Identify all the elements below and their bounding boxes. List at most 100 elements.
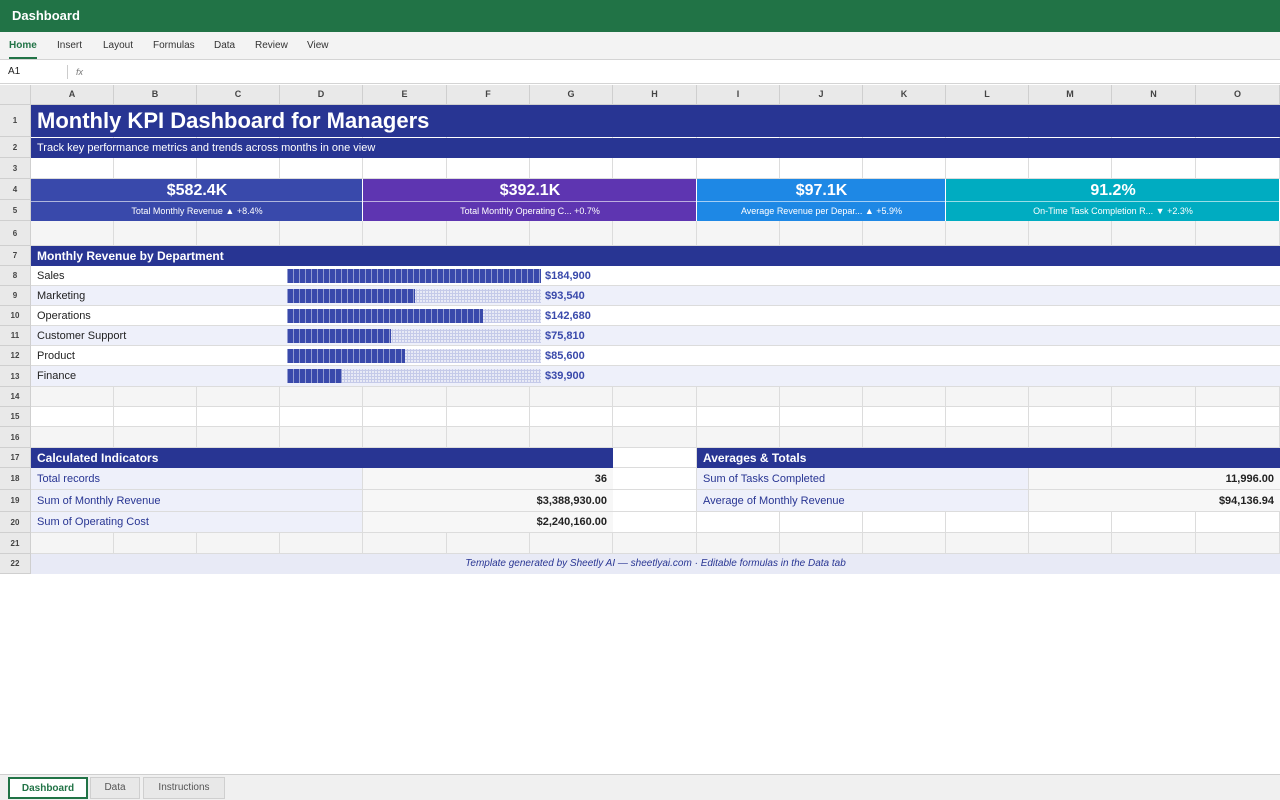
grid-cell[interactable] bbox=[1196, 387, 1280, 407]
grid-cell[interactable] bbox=[1029, 512, 1112, 533]
grid-cell[interactable] bbox=[530, 407, 613, 427]
grid-cell[interactable] bbox=[613, 468, 697, 490]
grid-cell[interactable] bbox=[280, 407, 363, 427]
grid-cell[interactable] bbox=[447, 533, 530, 554]
grid-cell[interactable] bbox=[530, 427, 613, 448]
grid-cell[interactable] bbox=[114, 407, 197, 427]
grid-cell[interactable] bbox=[31, 387, 114, 407]
grid-cell[interactable] bbox=[780, 387, 863, 407]
row-header-9[interactable]: 9 bbox=[0, 286, 31, 306]
column-header-o[interactable]: O bbox=[1196, 85, 1280, 105]
row-header-5[interactable]: 5 bbox=[0, 200, 31, 221]
grid-cell[interactable] bbox=[613, 533, 697, 554]
grid-cell[interactable] bbox=[1196, 533, 1280, 554]
grid-cell[interactable] bbox=[363, 407, 447, 427]
grid-cell[interactable] bbox=[613, 221, 697, 246]
grid-cell[interactable] bbox=[114, 533, 197, 554]
grid-cell[interactable] bbox=[780, 427, 863, 448]
kpi-card[interactable]: 91.2% On-Time Task Completion R... ▼ +2.3… bbox=[946, 179, 1280, 221]
grid-cell[interactable] bbox=[613, 490, 697, 512]
ribbon-tab-layout[interactable]: Layout bbox=[103, 40, 134, 51]
column-header-k[interactable]: K bbox=[863, 85, 946, 105]
row-header-10[interactable]: 10 bbox=[0, 306, 31, 326]
grid-cell[interactable] bbox=[280, 387, 363, 407]
sheet-tab-dashboard[interactable]: Dashboard bbox=[8, 777, 88, 799]
grid-cell[interactable] bbox=[780, 533, 863, 554]
grid-cell[interactable] bbox=[613, 158, 697, 179]
grid-cell[interactable] bbox=[863, 407, 946, 427]
sheet-tab-data[interactable]: Data bbox=[90, 777, 140, 799]
grid-cell[interactable] bbox=[1196, 427, 1280, 448]
row-header-19[interactable]: 19 bbox=[0, 490, 31, 512]
row-header-3[interactable]: 3 bbox=[0, 158, 31, 179]
grid-cell[interactable] bbox=[1196, 407, 1280, 427]
grid-cell[interactable] bbox=[197, 158, 280, 179]
column-header-f[interactable]: F bbox=[447, 85, 530, 105]
grid-cell[interactable] bbox=[780, 158, 863, 179]
grid-cell[interactable] bbox=[697, 512, 780, 533]
name-box[interactable]: A1 bbox=[8, 66, 21, 77]
grid-cell[interactable] bbox=[946, 407, 1029, 427]
grid-cell[interactable] bbox=[1112, 221, 1196, 246]
grid-cell[interactable] bbox=[363, 158, 447, 179]
grid-cell[interactable] bbox=[31, 221, 114, 246]
row-header-7[interactable]: 7 bbox=[0, 246, 31, 266]
grid-cell[interactable] bbox=[280, 427, 363, 448]
row-header-11[interactable]: 11 bbox=[0, 326, 31, 346]
column-header-c[interactable]: C bbox=[197, 85, 280, 105]
grid-cell[interactable] bbox=[363, 387, 447, 407]
formula-input[interactable] bbox=[96, 63, 1266, 81]
grid-cell[interactable] bbox=[31, 407, 114, 427]
grid-cell[interactable] bbox=[697, 533, 780, 554]
grid-cell[interactable] bbox=[447, 387, 530, 407]
ribbon-tab-home[interactable]: Home bbox=[9, 32, 37, 59]
grid-cell[interactable] bbox=[1196, 221, 1280, 246]
column-header-i[interactable]: I bbox=[697, 85, 780, 105]
grid-cell[interactable] bbox=[1029, 221, 1112, 246]
grid-cell[interactable] bbox=[946, 533, 1029, 554]
grid-cell[interactable] bbox=[697, 158, 780, 179]
grid-cell[interactable] bbox=[613, 407, 697, 427]
grid-cell[interactable] bbox=[1029, 533, 1112, 554]
grid-cell[interactable] bbox=[1112, 158, 1196, 179]
grid-cell[interactable] bbox=[530, 158, 613, 179]
kpi-card[interactable]: $392.1K Total Monthly Operating C... +0.7… bbox=[363, 179, 697, 221]
row-header-12[interactable]: 12 bbox=[0, 346, 31, 366]
grid-cell[interactable] bbox=[613, 427, 697, 448]
row-header-14[interactable]: 14 bbox=[0, 387, 31, 407]
grid-cell[interactable] bbox=[447, 427, 530, 448]
grid-cell[interactable] bbox=[1029, 407, 1112, 427]
grid-cell[interactable] bbox=[613, 387, 697, 407]
column-header-b[interactable]: B bbox=[114, 85, 197, 105]
grid-cell[interactable] bbox=[946, 512, 1029, 533]
grid-cell[interactable] bbox=[197, 387, 280, 407]
grid-cell[interactable] bbox=[1112, 407, 1196, 427]
column-header-g[interactable]: G bbox=[530, 85, 613, 105]
grid-cell[interactable] bbox=[613, 448, 697, 468]
grid-cell[interactable] bbox=[31, 533, 114, 554]
row-header-4[interactable]: 4 bbox=[0, 179, 31, 200]
grid-cell[interactable] bbox=[863, 221, 946, 246]
column-header-m[interactable]: M bbox=[1029, 85, 1112, 105]
grid-cell[interactable] bbox=[697, 387, 780, 407]
row-header-17[interactable]: 17 bbox=[0, 448, 31, 468]
column-header-l[interactable]: L bbox=[946, 85, 1029, 105]
grid-cell[interactable] bbox=[363, 533, 447, 554]
grid-cell[interactable] bbox=[946, 387, 1029, 407]
grid-cell[interactable] bbox=[197, 407, 280, 427]
grid-cell[interactable] bbox=[780, 512, 863, 533]
grid-cell[interactable] bbox=[530, 533, 613, 554]
grid-cell[interactable] bbox=[1029, 387, 1112, 407]
grid-cell[interactable] bbox=[363, 427, 447, 448]
grid-cell[interactable] bbox=[363, 221, 447, 246]
grid-cell[interactable] bbox=[114, 387, 197, 407]
ribbon-tab-insert[interactable]: Insert bbox=[57, 40, 83, 51]
grid-cell[interactable] bbox=[613, 512, 697, 533]
grid-cell[interactable] bbox=[114, 427, 197, 448]
row-header-6[interactable]: 6 bbox=[0, 221, 31, 246]
grid-cell[interactable] bbox=[447, 221, 530, 246]
grid-cell[interactable] bbox=[1196, 158, 1280, 179]
grid-cell[interactable] bbox=[863, 512, 946, 533]
row-header-13[interactable]: 13 bbox=[0, 366, 31, 387]
column-header-a[interactable]: A bbox=[31, 85, 114, 105]
